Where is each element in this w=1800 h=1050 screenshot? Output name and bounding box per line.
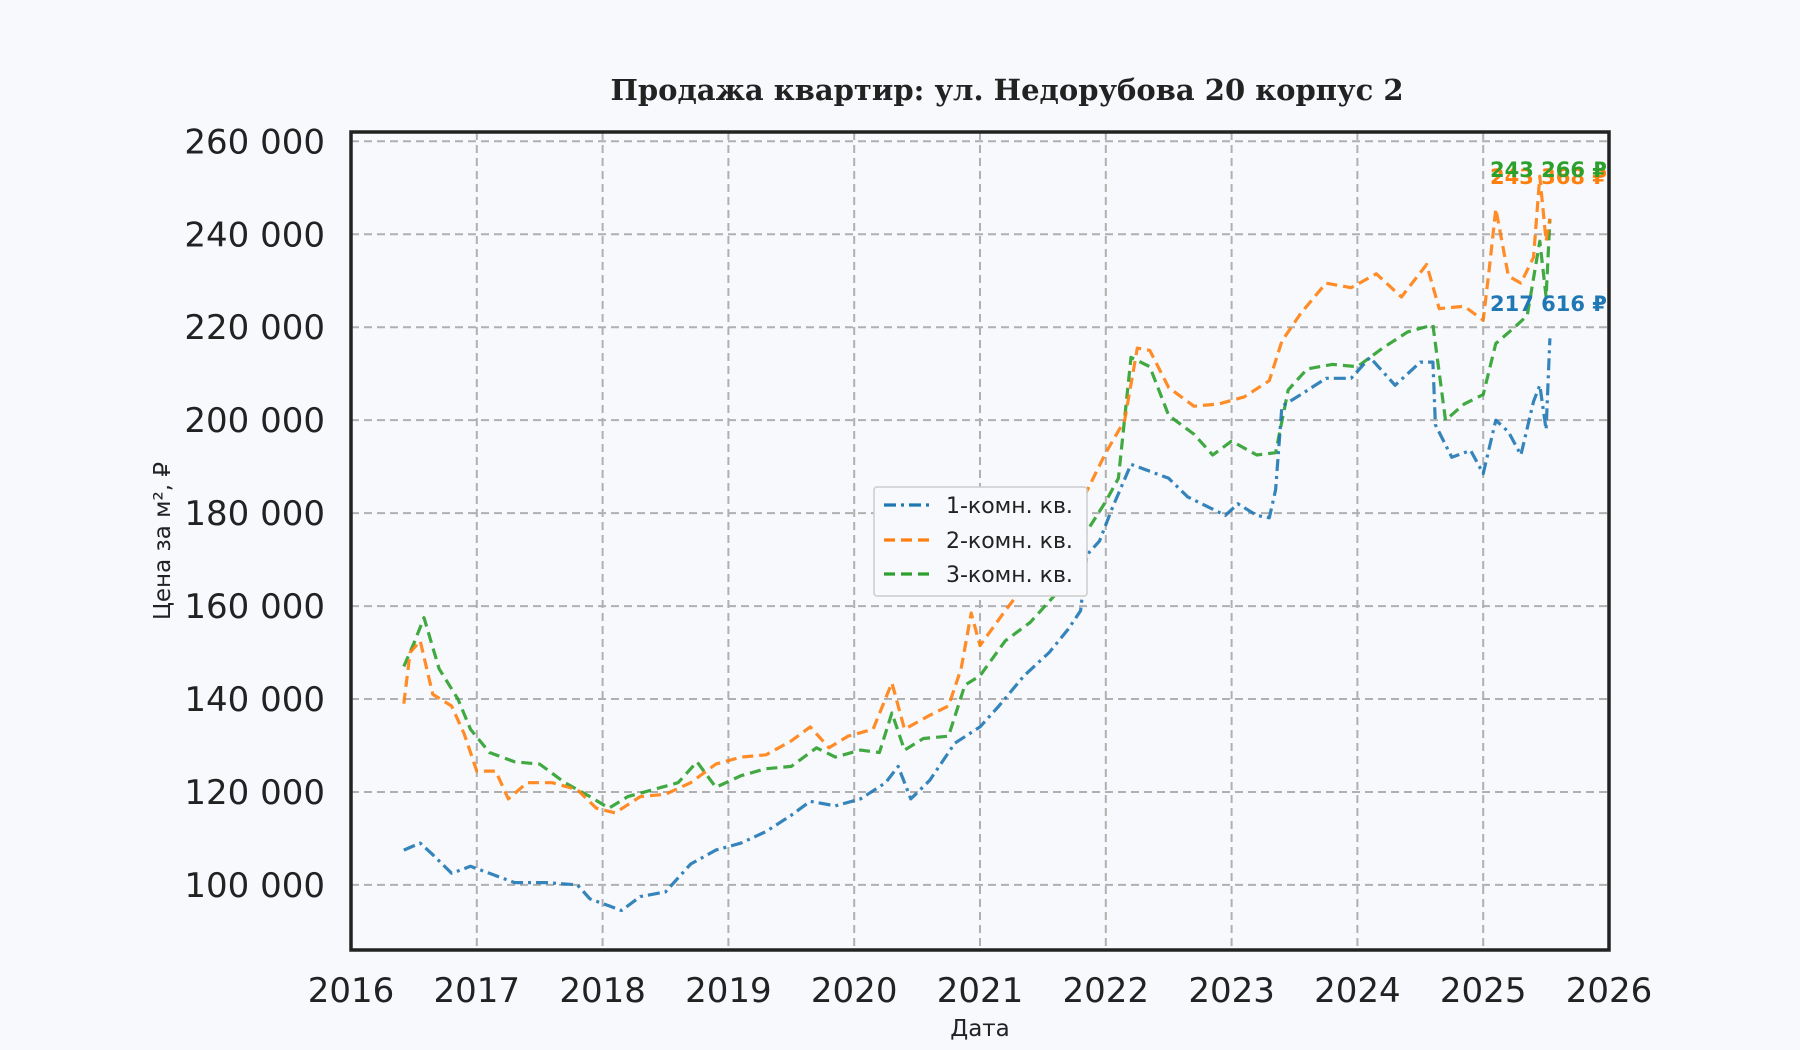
x-tick-label: 2020 xyxy=(811,971,898,1011)
y-tick-label: 240 000 xyxy=(184,215,325,255)
y-tick-label: 140 000 xyxy=(184,680,325,720)
end-labels: 243 368 ₽243 266 ₽ 217 616 ₽ xyxy=(1490,158,1607,316)
y-tick-label: 220 000 xyxy=(184,308,325,348)
tick-labels: 2016 2017 2018 2019 2020 2021 2022 2023 2024 2025… xyxy=(184,122,1652,1011)
end-value-label-2: 243 368 ₽ xyxy=(1490,165,1607,189)
legend-label-3: 3-комн. кв. xyxy=(946,563,1073,588)
series-line-1 xyxy=(403,338,1552,913)
x-tick-label: 2019 xyxy=(685,971,772,1011)
x-tick-label: 2023 xyxy=(1188,971,1275,1011)
x-tick-label: 2016 xyxy=(308,971,395,1011)
y-tick-label: 200 000 xyxy=(184,401,325,441)
x-axis-label: Дата xyxy=(950,1016,1010,1042)
y-tick-label: 180 000 xyxy=(184,494,325,534)
legend-label-1: 1-комн. кв. xyxy=(946,494,1073,519)
end-value-label-1: 217 616 ₽ xyxy=(1490,292,1607,316)
plot-frame xyxy=(349,130,1611,952)
legend-box xyxy=(873,486,1088,597)
x-tick-label: 2022 xyxy=(1063,971,1150,1011)
chart-title: Продажа квартир: ул. Недорубова 20 корпу… xyxy=(610,73,1403,107)
y-tick-label: 120 000 xyxy=(184,773,325,813)
end-value-label-3: 243 266 ₽ xyxy=(1490,158,1607,182)
x-tick-label: 2021 xyxy=(937,971,1024,1011)
x-tick-label: 2017 xyxy=(434,971,521,1011)
x-tick-label: 2018 xyxy=(559,971,646,1011)
legend-label-2: 2-комн. кв. xyxy=(946,529,1073,554)
grid xyxy=(351,132,1609,950)
y-tick-label: 100 000 xyxy=(184,866,325,906)
series-line-3 xyxy=(402,219,1552,810)
x-tick-label: 2025 xyxy=(1440,971,1527,1011)
y-tick-label: 160 000 xyxy=(184,587,325,627)
legend: 1-комн. кв. 2-комн. кв. 3-комн. кв. xyxy=(873,486,1088,597)
y-axis-label: Цена за м², ₽ xyxy=(150,462,176,620)
series-line-2 xyxy=(402,174,1552,815)
series-lines xyxy=(402,174,1552,913)
x-tick-label: 2026 xyxy=(1566,971,1653,1011)
y-tick-label: 260 000 xyxy=(184,122,325,162)
x-tick-label: 2024 xyxy=(1314,971,1401,1011)
